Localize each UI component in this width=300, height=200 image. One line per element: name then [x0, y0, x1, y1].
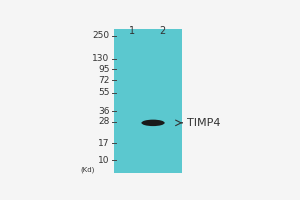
Text: (Kd): (Kd) — [80, 166, 94, 173]
Text: 55: 55 — [98, 88, 110, 97]
Text: TIMP4: TIMP4 — [188, 118, 221, 128]
Text: 1: 1 — [129, 26, 135, 36]
Text: 17: 17 — [98, 139, 110, 148]
Text: 95: 95 — [98, 65, 110, 74]
Text: 250: 250 — [92, 31, 110, 40]
Text: 130: 130 — [92, 54, 110, 63]
Text: 2: 2 — [159, 26, 165, 36]
Text: 10: 10 — [98, 156, 110, 165]
Text: 36: 36 — [98, 107, 110, 116]
Text: 28: 28 — [98, 117, 110, 126]
Ellipse shape — [141, 120, 165, 126]
Text: 72: 72 — [98, 76, 110, 85]
Bar — [114, 29, 182, 173]
